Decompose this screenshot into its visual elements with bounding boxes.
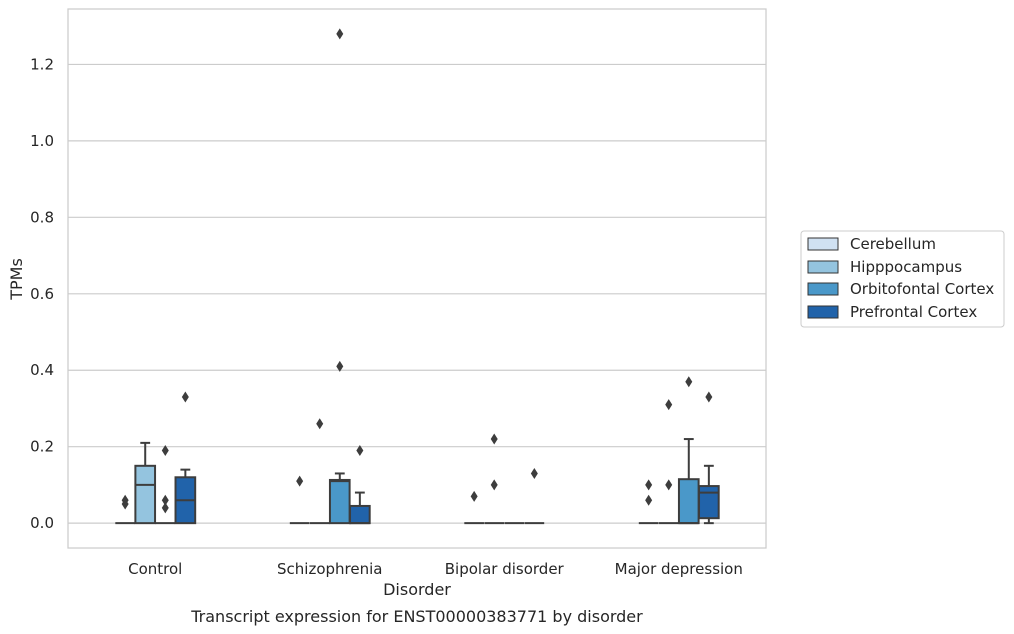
y-tick-label: 0.2 [30, 438, 54, 456]
y-tick-label: 1.2 [30, 55, 54, 73]
outlier-point [665, 399, 673, 411]
outlier-point [181, 391, 189, 403]
box-control-cerebellum [115, 494, 135, 525]
legend-label-cerebellum: Cerebellum [850, 235, 936, 253]
y-gridlines [68, 63, 766, 524]
outlier-point [121, 494, 129, 506]
box-major-depression-cerebellum [638, 479, 659, 525]
box-bipolar-disorder-cerebellum [464, 490, 484, 525]
x-tick-label: Control [128, 560, 182, 578]
iqr-box [698, 485, 720, 520]
x-axis-label: Disorder [383, 580, 451, 599]
y-tick-label: 0.8 [30, 208, 54, 226]
outlier-point [296, 475, 304, 487]
outlier-point [490, 433, 498, 445]
y-tick-label: 1.0 [30, 132, 54, 150]
x-tick-label: Bipolar disorder [445, 560, 565, 578]
outlier-point [356, 445, 364, 457]
y-tick-labels: 0.0 0.2 0.4 0.6 0.8 1.0 1.2 [30, 55, 54, 532]
chart-caption: Transcript expression for ENST0000038377… [190, 607, 643, 626]
box-major-depression-hipppocampus [658, 399, 679, 525]
outlier-point [161, 494, 169, 506]
box-control-orbitofontal-cortex [155, 445, 176, 525]
box-control-prefrontal-cortex [174, 391, 197, 525]
outlier-point [161, 502, 169, 514]
box-bipolar-disorder-prefrontal-cortex [524, 467, 545, 525]
x-tick-label: Major depression [615, 560, 743, 578]
iqr-box [134, 464, 157, 525]
iqr-box [677, 478, 700, 525]
legend-swatch-cerebellum [807, 237, 839, 251]
box-major-depression-orbitofontal-cortex [677, 376, 700, 525]
outlier-point [530, 467, 538, 479]
legend-swatch-hippocampus [807, 260, 839, 274]
outlier-point [645, 479, 653, 491]
legend-swatch-prefrontal [807, 305, 839, 319]
box-schizophrenia-prefrontal-cortex [349, 445, 371, 525]
legend: Cerebellum Hipppocampus Orbitofontal Cor… [800, 230, 1005, 328]
box-control-hipppocampus [134, 441, 157, 525]
box-schizophrenia-hipppocampus [309, 418, 330, 525]
box-bipolar-disorder-hipppocampus [484, 433, 505, 525]
y-tick-label: 0.4 [30, 361, 54, 379]
box-series-group [115, 28, 720, 525]
outlier-point [705, 391, 713, 403]
iqr-box [328, 478, 351, 525]
outlier-point [685, 376, 693, 388]
legend-frame [800, 230, 1005, 328]
outlier-point [490, 479, 498, 491]
outlier-point [470, 490, 478, 502]
box-major-depression-prefrontal-cortex [698, 391, 720, 525]
outlier-point [665, 479, 673, 491]
box-schizophrenia-cerebellum [289, 475, 310, 525]
plot-area-frame [67, 8, 767, 549]
x-tick-label: Schizophrenia [277, 560, 382, 578]
x-tick-labels: Control Schizophrenia Bipolar disorder Majo… [128, 560, 743, 578]
outlier-point [645, 494, 653, 506]
outlier-point [161, 445, 169, 457]
y-tick-label: 0.6 [30, 285, 54, 303]
iqr-box [349, 504, 371, 525]
legend-swatch-orbitofrontal [807, 282, 839, 296]
y-tick-label: 0.0 [30, 514, 54, 532]
legend-label-hippocampus: Hipppocampus [850, 258, 962, 276]
outlier-point [336, 28, 344, 40]
outlier-point [316, 418, 324, 430]
y-axis-label: TPMs [7, 258, 26, 301]
legend-label-orbitofrontal: Orbitofontal Cortex [850, 280, 994, 298]
legend-label-prefrontal: Prefrontal Cortex [850, 303, 977, 321]
box-schizophrenia-orbitofontal-cortex [328, 28, 351, 525]
outlier-point [336, 360, 344, 372]
